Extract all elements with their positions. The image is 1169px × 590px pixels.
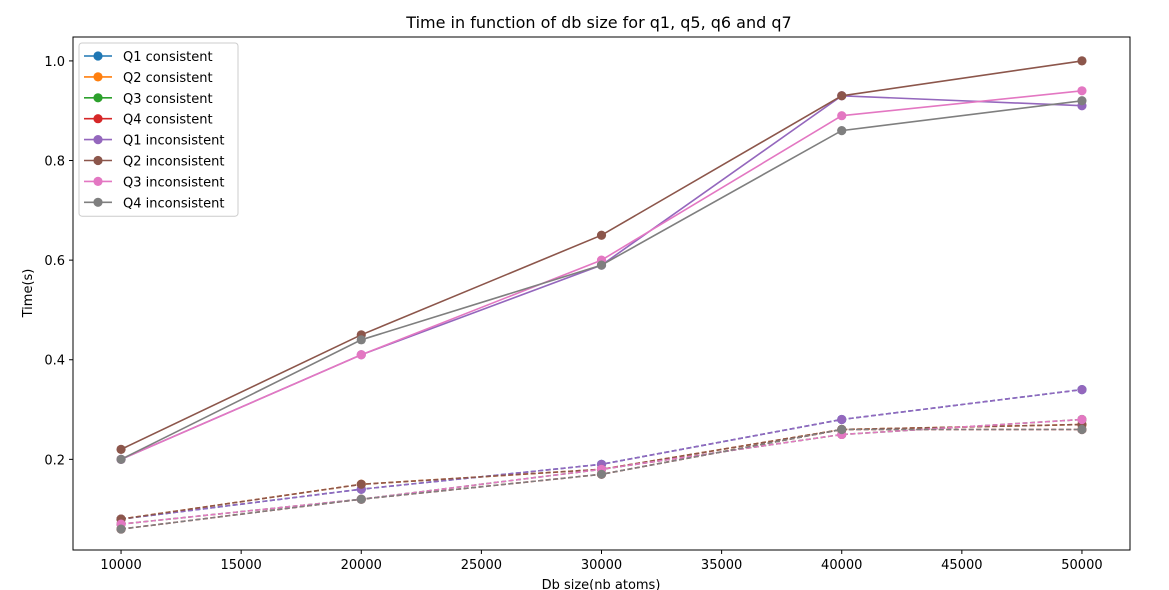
series-line-6 — [120, 90, 1083, 461]
legend-swatch-marker — [93, 176, 103, 186]
series-line-7 — [120, 100, 1083, 461]
series-point-6-1 — [356, 350, 366, 360]
y-tick-label: 1.0 — [44, 55, 65, 70]
series-line-3 — [120, 428, 1082, 530]
x-tick-label: 30000 — [581, 558, 622, 573]
legend-label: Q3 consistent — [123, 92, 213, 107]
overlay-point-0-3 — [837, 414, 847, 425]
legend-swatch-marker — [93, 135, 103, 145]
series-point-6-3 — [837, 111, 847, 121]
series-point-5-4 — [1077, 56, 1087, 66]
overlay-line-0 — [120, 388, 1083, 520]
overlay-point-3-1 — [356, 494, 366, 504]
x-tick-label: 35000 — [701, 558, 742, 573]
series-point-7-3 — [837, 126, 847, 136]
overlay-point-2-4 — [1077, 414, 1087, 425]
y-axis: 0.2 0.4 0.6 0.8 1.0 — [44, 55, 73, 468]
overlay-point-3-4 — [1077, 424, 1087, 435]
legend-label: Q3 inconsistent — [123, 175, 224, 190]
series-point-7-0 — [116, 454, 126, 464]
series-point-7-4 — [1077, 96, 1087, 106]
series-point-7-1 — [356, 335, 366, 345]
overlay-point-3-2 — [596, 469, 607, 479]
legend-label: Q1 inconsistent — [123, 134, 224, 149]
legend-label: Q2 inconsistent — [123, 155, 224, 170]
y-axis-label: Time(s) — [21, 269, 36, 319]
x-tick-label: 20000 — [341, 558, 382, 573]
series-point-5-0 — [116, 444, 126, 454]
plot-area — [116, 56, 1087, 534]
legend-label: Q4 inconsistent — [123, 196, 224, 211]
overlay-point-1-1 — [356, 479, 366, 489]
x-axis-label: Db size(nb atoms) — [542, 578, 661, 590]
overlay-point-0-4 — [1077, 385, 1087, 395]
x-tick-label: 15000 — [220, 558, 261, 573]
y-tick-label: 0.8 — [44, 155, 65, 170]
legend-swatch-marker — [93, 197, 103, 207]
overlay-line-3 — [120, 428, 1082, 530]
chart-title: Time in function of db size for q1, q5, … — [405, 13, 791, 32]
series-point-5-2 — [596, 230, 607, 240]
x-tick-label: 25000 — [461, 558, 502, 573]
x-tick-label: 40000 — [821, 558, 862, 573]
overlay-point-3-0 — [116, 524, 126, 534]
overlay-point-3-3 — [837, 424, 847, 435]
series-point-7-2 — [596, 260, 607, 270]
series-line-0 — [120, 388, 1083, 520]
legend-swatch-marker — [93, 114, 103, 124]
x-tick-label: 50000 — [1061, 558, 1102, 573]
legend-label: Q1 consistent — [123, 50, 213, 65]
x-tick-label: 10000 — [100, 558, 141, 573]
x-tick-label: 45000 — [941, 558, 982, 573]
y-tick-label: 0.6 — [44, 254, 65, 269]
legend-label: Q2 consistent — [123, 71, 213, 86]
legend-swatch-marker — [93, 93, 103, 103]
y-tick-label: 0.2 — [44, 453, 65, 468]
legend: Q1 consistent Q2 consistent Q3 consistent Q… — [78, 42, 239, 217]
series-line-4 — [120, 94, 1083, 461]
x-axis: 10000 15000 20000 25000 30000 35000 40000 45000… — [100, 550, 1103, 573]
legend-swatch-marker — [93, 72, 103, 82]
legend-box — [78, 42, 239, 217]
legend-swatch-marker — [93, 51, 103, 61]
series-point-5-3 — [837, 91, 847, 101]
series-point-6-4 — [1077, 86, 1087, 96]
y-tick-label: 0.4 — [44, 354, 65, 369]
legend-label: Q4 consistent — [123, 113, 213, 128]
legend-swatch-marker — [93, 155, 103, 166]
